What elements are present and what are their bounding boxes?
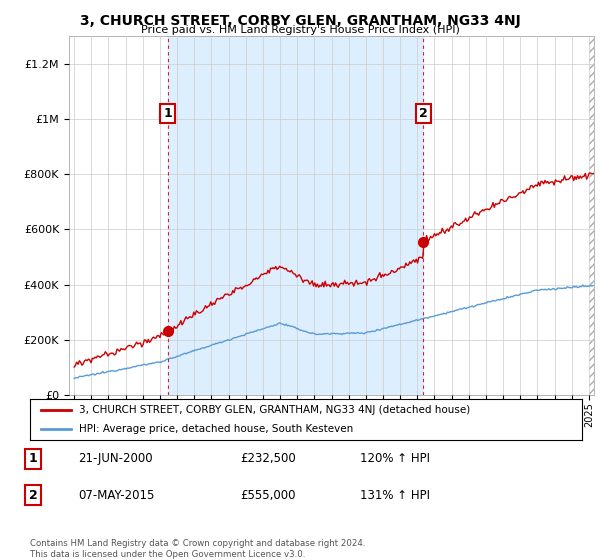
Text: £555,000: £555,000 (240, 489, 296, 502)
Text: 1: 1 (164, 107, 172, 120)
Bar (589, 36, 600, 395)
Text: 2: 2 (419, 107, 428, 120)
Text: 21-JUN-2000: 21-JUN-2000 (78, 452, 152, 465)
Text: HPI: Average price, detached house, South Kesteven: HPI: Average price, detached house, Sout… (79, 424, 353, 433)
Text: 131% ↑ HPI: 131% ↑ HPI (360, 489, 430, 502)
Text: 3, CHURCH STREET, CORBY GLEN, GRANTHAM, NG33 4NJ (detached house): 3, CHURCH STREET, CORBY GLEN, GRANTHAM, … (79, 405, 470, 415)
Bar (168, 36, 423, 395)
Text: 2: 2 (29, 489, 37, 502)
Bar (589, 36, 600, 395)
Text: 07-MAY-2015: 07-MAY-2015 (78, 489, 154, 502)
Text: £232,500: £232,500 (240, 452, 296, 465)
Text: 1: 1 (29, 452, 37, 465)
Text: Price paid vs. HM Land Registry's House Price Index (HPI): Price paid vs. HM Land Registry's House … (140, 25, 460, 35)
Text: 120% ↑ HPI: 120% ↑ HPI (360, 452, 430, 465)
Text: 3, CHURCH STREET, CORBY GLEN, GRANTHAM, NG33 4NJ: 3, CHURCH STREET, CORBY GLEN, GRANTHAM, … (80, 14, 520, 28)
Text: Contains HM Land Registry data © Crown copyright and database right 2024.
This d: Contains HM Land Registry data © Crown c… (30, 539, 365, 559)
